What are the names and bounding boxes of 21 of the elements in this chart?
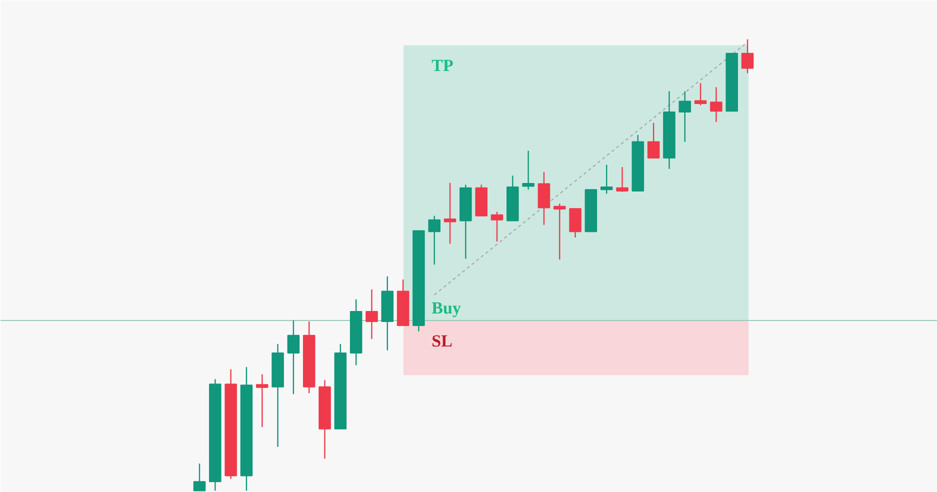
candlestick <box>647 122 660 159</box>
band-label: SL <box>432 331 452 350</box>
candlestick <box>553 203 566 260</box>
candlestick <box>256 374 268 428</box>
candlestick <box>616 166 628 193</box>
candlestick <box>444 182 456 244</box>
candlestick <box>600 164 613 194</box>
candlestick <box>522 150 534 190</box>
candlestick <box>569 208 582 238</box>
candlestick <box>287 320 300 395</box>
candlestick <box>490 211 504 242</box>
candlestick <box>694 82 707 106</box>
ref-line-label: Buy <box>432 298 462 318</box>
candlestick <box>710 86 722 123</box>
candlestick <box>741 38 754 74</box>
candlestick <box>678 90 692 142</box>
candlestick <box>428 215 440 266</box>
band-label: TP <box>432 56 454 76</box>
candlestick <box>193 463 206 492</box>
candlestick <box>538 171 550 226</box>
candlestick <box>366 288 378 340</box>
